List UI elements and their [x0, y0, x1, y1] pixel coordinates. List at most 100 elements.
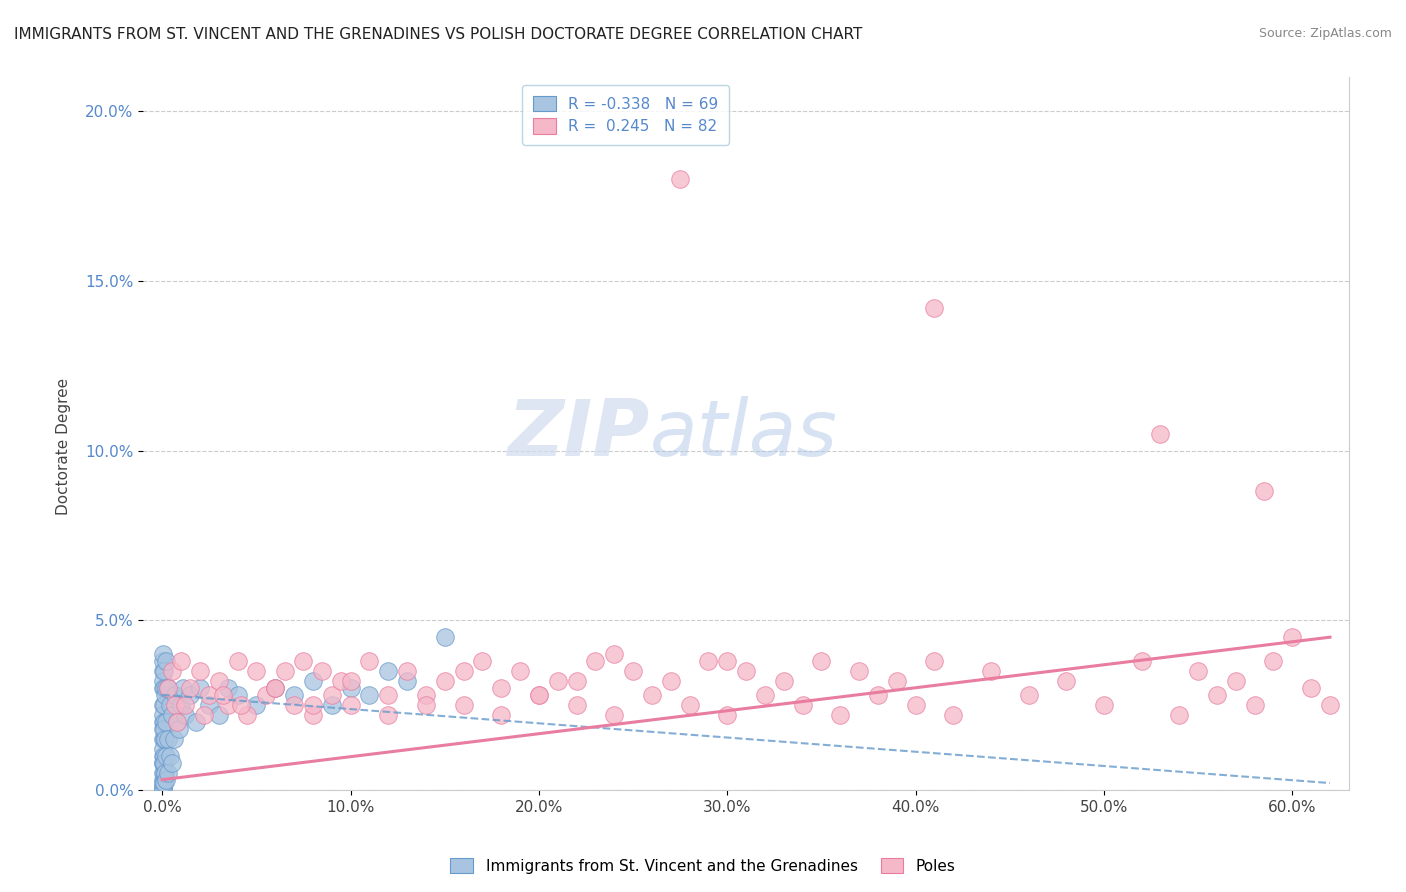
Point	[152, 782, 174, 797]
Point	[302, 708, 325, 723]
Point	[217, 681, 239, 695]
Point	[152, 722, 174, 736]
Point	[166, 714, 188, 729]
Point	[415, 698, 437, 712]
Point	[697, 654, 720, 668]
Point	[848, 664, 870, 678]
Point	[735, 664, 758, 678]
Point	[152, 698, 174, 712]
Point	[1054, 674, 1077, 689]
Point	[153, 731, 176, 746]
Point	[415, 688, 437, 702]
Point	[153, 688, 176, 702]
Point	[170, 698, 193, 712]
Point	[156, 681, 179, 695]
Point	[211, 688, 233, 702]
Point	[152, 708, 174, 723]
Point	[669, 172, 692, 186]
Point	[678, 698, 700, 712]
Point	[396, 674, 419, 689]
Point	[152, 714, 174, 729]
Point	[208, 708, 231, 723]
Point	[830, 708, 852, 723]
Point	[339, 674, 361, 689]
Point	[152, 772, 174, 787]
Point	[339, 698, 361, 712]
Point	[153, 698, 176, 712]
Point	[377, 708, 399, 723]
Point	[264, 681, 287, 695]
Legend: Immigrants from St. Vincent and the Grenadines, Poles: Immigrants from St. Vincent and the Gren…	[444, 852, 962, 880]
Point	[152, 647, 174, 661]
Point	[156, 731, 179, 746]
Point	[153, 776, 176, 790]
Point	[603, 647, 626, 661]
Point	[792, 698, 814, 712]
Point	[716, 708, 738, 723]
Point	[1092, 698, 1115, 712]
Point	[188, 664, 211, 678]
Point	[236, 708, 259, 723]
Point	[172, 681, 194, 695]
Point	[155, 681, 177, 695]
Point	[1187, 664, 1209, 678]
Point	[433, 674, 456, 689]
Point	[155, 772, 177, 787]
Point	[471, 654, 494, 668]
Text: ZIP: ZIP	[508, 396, 650, 472]
Point	[153, 748, 176, 763]
Point	[1206, 688, 1229, 702]
Point	[453, 698, 475, 712]
Point	[583, 654, 606, 668]
Point	[302, 674, 325, 689]
Point	[1168, 708, 1191, 723]
Point	[166, 714, 188, 729]
Point	[152, 756, 174, 770]
Point	[273, 664, 295, 678]
Point	[254, 688, 277, 702]
Point	[264, 681, 287, 695]
Point	[208, 674, 231, 689]
Point	[1253, 484, 1275, 499]
Point	[886, 674, 908, 689]
Point	[377, 688, 399, 702]
Text: IMMIGRANTS FROM ST. VINCENT AND THE GRENADINES VS POLISH DOCTORATE DEGREE CORREL: IMMIGRANTS FROM ST. VINCENT AND THE GREN…	[14, 27, 862, 42]
Point	[173, 698, 195, 712]
Point	[527, 688, 550, 702]
Point	[339, 681, 361, 695]
Point	[226, 654, 249, 668]
Point	[179, 681, 201, 695]
Point	[155, 748, 177, 763]
Point	[152, 756, 174, 770]
Point	[359, 688, 381, 702]
Point	[377, 664, 399, 678]
Text: atlas: atlas	[650, 396, 838, 472]
Point	[491, 708, 513, 723]
Point	[153, 731, 176, 746]
Point	[942, 708, 965, 723]
Point	[188, 681, 211, 695]
Point	[162, 731, 184, 746]
Point	[866, 688, 889, 702]
Point	[330, 674, 353, 689]
Point	[152, 674, 174, 689]
Point	[152, 731, 174, 746]
Point	[217, 698, 239, 712]
Point	[198, 698, 221, 712]
Point	[198, 688, 221, 702]
Point	[152, 742, 174, 756]
Point	[153, 765, 176, 780]
Point	[1018, 688, 1040, 702]
Point	[980, 664, 1002, 678]
Point	[527, 688, 550, 702]
Point	[152, 781, 174, 796]
Point	[509, 664, 531, 678]
Text: Source: ZipAtlas.com: Source: ZipAtlas.com	[1258, 27, 1392, 40]
Point	[155, 714, 177, 729]
Point	[810, 654, 832, 668]
Point	[772, 674, 794, 689]
Point	[167, 722, 190, 736]
Point	[1263, 654, 1285, 668]
Point	[641, 688, 664, 702]
Point	[153, 765, 176, 780]
